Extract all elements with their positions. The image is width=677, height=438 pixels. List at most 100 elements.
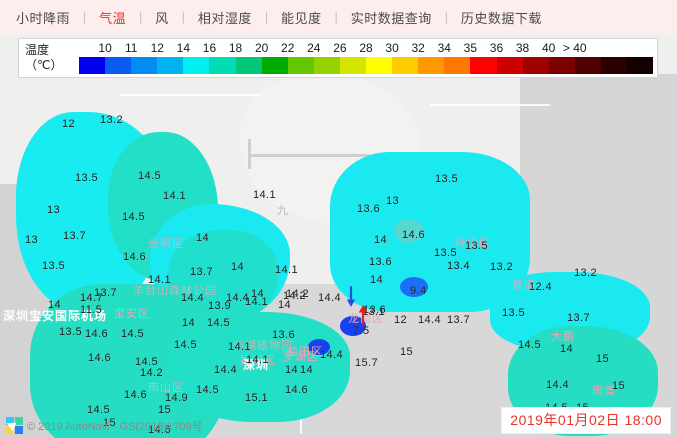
- station-value: 13.7: [63, 230, 87, 242]
- station-value: 13.6: [272, 329, 296, 341]
- nav-item-hourly-rain[interactable]: 小时降雨: [16, 10, 71, 26]
- station-value: 13.9: [208, 300, 232, 312]
- station-value: 15: [158, 404, 172, 416]
- temperature-region-cold-spot-b: [340, 316, 366, 336]
- map-district-label: 葵涌: [512, 280, 536, 292]
- station-value: 14.2: [286, 288, 310, 300]
- station-value: 14: [48, 299, 62, 311]
- station-value: 13.5: [59, 326, 83, 338]
- station-value: 11.5: [80, 304, 103, 316]
- station-value: 13.7: [94, 287, 118, 299]
- station-value: 14: [196, 232, 210, 244]
- map-poi-label: 九: [277, 205, 289, 217]
- station-value: 14.4: [546, 379, 570, 391]
- station-value: 14: [251, 288, 265, 300]
- station-value: 12.4: [529, 281, 553, 293]
- station-value: 14: [560, 343, 574, 355]
- station-value: 13.5: [42, 260, 66, 272]
- legend-swatch-0: [79, 57, 106, 74]
- map-poi-label: 羊台山森林公园: [133, 285, 217, 297]
- station-value: 12: [394, 314, 408, 326]
- temperature-region-cold-spot-c: [308, 339, 330, 355]
- legend-tick-labels: 10 11 12 14 16 18 20 22 24 26 28 30 32 34 35 36 38 40 > 40: [79, 41, 653, 56]
- station-value: 14.5: [135, 356, 159, 368]
- legend-tick-14: 14: [176, 41, 191, 55]
- map-district-label: 宝安区: [114, 308, 150, 320]
- map-district-label: 南澳: [592, 385, 616, 397]
- map-district-label: 光明区: [148, 238, 184, 250]
- legend-tick-26: 26: [333, 41, 347, 55]
- up-arrow-icon: [358, 305, 368, 325]
- map-attribution: © 2019 AutoNavi - GS(2018)1709号: [6, 417, 203, 434]
- station-value: 13.7: [447, 314, 471, 326]
- legend-color-bar: [79, 57, 654, 74]
- station-value: 14.4: [418, 314, 442, 326]
- top-navigation-bar: 小时降雨 | 气温 | 风 | 相对湿度 | 能见度 | 实时数据查询 | 历史…: [0, 0, 677, 34]
- legend-swatch-14: [444, 57, 471, 74]
- station-value: 13.7: [190, 266, 214, 278]
- nav-item-history-download[interactable]: 历史数据下载: [460, 10, 542, 26]
- legend-tick-24: 24: [307, 41, 321, 55]
- nav-item-temperature[interactable]: 气温: [99, 10, 127, 26]
- map-district-label: 盐田区: [287, 346, 323, 358]
- map-district-label: 龙岗区: [348, 313, 384, 325]
- station-value: 13.5: [465, 240, 489, 252]
- station-value: 14.4: [318, 292, 342, 304]
- station-value: 13.6: [369, 256, 393, 268]
- station-value: 13.6: [363, 304, 387, 316]
- legend-title-line1: 温度: [25, 43, 50, 57]
- station-value: 13: [386, 195, 400, 207]
- station-value: 14.7: [80, 292, 104, 304]
- legend-swatch-15: [470, 57, 497, 74]
- legend-swatch-10: [339, 57, 367, 74]
- station-value: 14: [182, 317, 196, 329]
- station-value: 14.6: [123, 251, 147, 263]
- station-value: 14.1: [275, 264, 299, 276]
- nav-separator: |: [83, 10, 87, 24]
- legend-swatch-8: [287, 57, 314, 74]
- station-value: 14.2: [140, 367, 164, 379]
- station-value: 15: [612, 380, 626, 392]
- map-poi-label: 仙湖植物园: [233, 340, 293, 352]
- road-segment: [430, 104, 550, 106]
- station-value: 12: [62, 118, 76, 130]
- temperature-map[interactable]: 羊台山森林公园仙湖植物园大樵郊野公园九光明区龙华区龙岗区坪山区盐田区罗湖区福田区…: [0, 34, 677, 438]
- legend-swatch-12: [392, 57, 419, 74]
- station-value: 14.4: [226, 292, 250, 304]
- station-value: 13: [47, 204, 61, 216]
- station-value: 14.1: [246, 354, 270, 366]
- legend-swatch-11: [366, 57, 393, 74]
- legend-tick-40: > 40: [562, 41, 587, 55]
- station-value: 14: [374, 234, 388, 246]
- nav-item-relative-humidity[interactable]: 相对湿度: [197, 10, 252, 26]
- nav-separator: |: [444, 10, 448, 24]
- station-value: 14.1: [245, 296, 269, 308]
- legend-swatch-17: [522, 57, 549, 74]
- nav-item-visibility[interactable]: 能见度: [281, 10, 322, 26]
- station-value: 15.7: [355, 357, 379, 369]
- legend-swatch-3: [157, 57, 184, 74]
- station-value: 14.5: [122, 211, 146, 223]
- map-district-label: 坪山区: [455, 237, 491, 249]
- legend-swatch-18: [548, 57, 575, 74]
- station-value: 14.1: [228, 341, 252, 353]
- nav-item-realtime-query[interactable]: 实时数据查询: [350, 10, 432, 26]
- station-value: 15.1: [245, 392, 269, 404]
- station-value: 13.6: [357, 203, 381, 215]
- station-value: 14.2: [283, 290, 307, 302]
- legend-scale: 10 11 12 14 16 18 20 22 24 26 28 30 32 34 35 36 38 40 > 40: [79, 41, 654, 75]
- legend-title: 温度 （℃）: [25, 43, 79, 73]
- legend-tick-12: 12: [150, 41, 164, 55]
- station-value: 13.1: [362, 306, 386, 318]
- temperature-region-cold-spot-a: [400, 277, 428, 297]
- station-value: 13: [25, 234, 39, 246]
- legend-tick-30: 30: [385, 41, 399, 55]
- road-segment: [250, 154, 370, 157]
- legend-tick-35: 35: [463, 41, 478, 55]
- station-value: 14.5: [174, 339, 198, 351]
- nav-item-wind[interactable]: 风: [155, 10, 169, 26]
- nav-separator: |: [264, 10, 269, 24]
- station-value: 14.5: [518, 339, 542, 351]
- legend-swatch-16: [496, 57, 523, 74]
